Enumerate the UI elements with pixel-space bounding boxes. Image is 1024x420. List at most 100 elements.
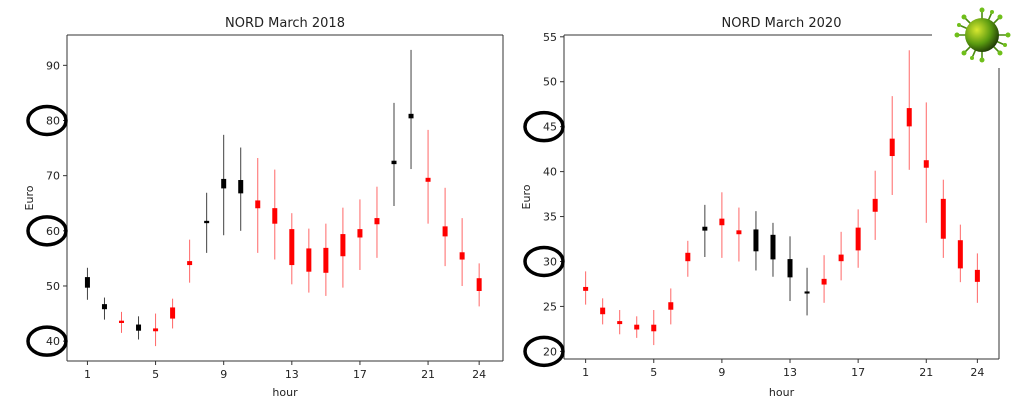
candle-hour-16 — [838, 231, 844, 281]
y-tick-label: 20 — [543, 345, 557, 358]
candle-body — [634, 324, 640, 330]
candle-body — [323, 247, 329, 273]
x-tick-label: 1 — [84, 368, 91, 381]
hand-drawn-circle-annotation — [523, 335, 565, 368]
y-axis-label: Euro — [23, 185, 36, 210]
candle-body — [170, 307, 176, 319]
candle-body — [408, 113, 414, 119]
candle-body — [787, 259, 793, 278]
candle-body — [974, 269, 980, 282]
candle-body — [906, 108, 912, 127]
candle-body — [685, 252, 691, 262]
candle-body — [221, 178, 227, 189]
chart-title: NORD March 2018 — [225, 16, 345, 31]
candle-body — [136, 324, 142, 331]
hand-drawn-circle-annotation — [26, 104, 68, 137]
candle-body — [804, 291, 810, 294]
candle-hour-9 — [221, 134, 227, 236]
candle-hour-16 — [340, 207, 346, 288]
candle-body — [204, 220, 210, 224]
candle-hour-20 — [906, 50, 912, 170]
candle-body — [476, 278, 482, 291]
candle-body — [84, 277, 90, 288]
x-axis-label: hour — [769, 386, 795, 399]
x-tick-label: 24 — [970, 366, 984, 379]
chart-2020: NORD March 2020 hour Euro 1 5 9 13 17 21 24 20 25 30… — [520, 16, 1000, 399]
x-tick-label: 5 — [152, 368, 159, 381]
y-tick-label: 80 — [46, 114, 60, 127]
candle-hour-23 — [957, 224, 963, 283]
candle-body — [425, 177, 431, 182]
candle-hour-3 — [119, 311, 124, 333]
x-tick-label: 5 — [650, 366, 657, 379]
candle-body — [957, 240, 963, 269]
candle-hour-2 — [600, 298, 606, 325]
x-tick-label: 17 — [851, 366, 865, 379]
candle-hour-22 — [442, 187, 448, 267]
candle-body — [238, 180, 244, 194]
x-axis-label: hour — [272, 386, 298, 399]
candle-hour-23 — [459, 218, 465, 286]
candle-body — [651, 324, 657, 332]
candle-hour-2 — [101, 297, 107, 320]
candle-body — [340, 234, 346, 257]
candle-hour-5 — [651, 310, 657, 346]
chart-title: NORD March 2020 — [722, 16, 842, 31]
y-tick-label: 25 — [543, 300, 557, 313]
candle-body — [583, 286, 589, 291]
y-tick-label: 40 — [543, 166, 557, 179]
candle-hour-6 — [170, 298, 176, 329]
x-tick-label: 9 — [718, 366, 725, 379]
candle-hour-11 — [255, 158, 261, 253]
candle-hour-19 — [889, 96, 895, 195]
candle-hour-7 — [685, 240, 691, 277]
y-axis-label: Euro — [520, 184, 533, 209]
candle-hour-21 — [425, 129, 431, 224]
candle-body — [119, 320, 124, 323]
candle-hour-7 — [187, 239, 193, 283]
candle-body — [187, 261, 193, 266]
candle-hour-14 — [306, 228, 312, 293]
candle-body — [872, 198, 878, 212]
coronavirus-icon — [954, 7, 1011, 63]
candle-hour-14 — [804, 267, 810, 316]
candle-body — [391, 160, 397, 165]
candle-hour-13 — [787, 236, 793, 302]
candle-body — [153, 328, 159, 332]
candle-body — [923, 160, 929, 168]
candle-hour-12 — [770, 222, 776, 277]
candle-body — [600, 307, 606, 315]
y-tick-label: 50 — [46, 280, 60, 293]
x-tick-label: 21 — [919, 366, 933, 379]
candle-body — [855, 227, 861, 251]
x-tick-label: 21 — [421, 368, 435, 381]
candle-body — [255, 200, 261, 209]
candle-body — [289, 229, 295, 266]
candle-body — [617, 321, 623, 325]
candle-hour-1 — [583, 271, 589, 305]
candle-body — [101, 304, 107, 310]
x-tick-label: 9 — [220, 368, 227, 381]
y-tick-label: 45 — [543, 121, 557, 134]
candle-body — [770, 234, 776, 260]
candle-hour-8 — [702, 204, 708, 257]
candle-hour-19 — [391, 102, 397, 206]
hand-drawn-circle-annotation — [26, 215, 68, 247]
candle-body — [374, 218, 380, 225]
y-tick-label: 70 — [46, 170, 60, 183]
y-tick-label: 40 — [46, 335, 60, 348]
hand-drawn-circle-annotation — [26, 325, 68, 357]
candle-hour-15 — [821, 255, 827, 303]
candle-hour-13 — [289, 213, 295, 285]
candle-hour-21 — [923, 102, 929, 223]
y-tick-label: 55 — [543, 31, 557, 44]
candle-body — [459, 252, 465, 260]
candle-body — [442, 226, 448, 237]
candle-body — [272, 208, 278, 224]
candle-hour-15 — [323, 223, 329, 296]
chart-2018: NORD March 2018 hour Euro 1 5 9 13 17 21 24 40 50 60… — [23, 16, 504, 399]
candle-body — [889, 138, 895, 157]
candle-hour-17 — [357, 199, 363, 270]
candle-hour-17 — [855, 209, 861, 268]
candle-body — [357, 229, 363, 238]
